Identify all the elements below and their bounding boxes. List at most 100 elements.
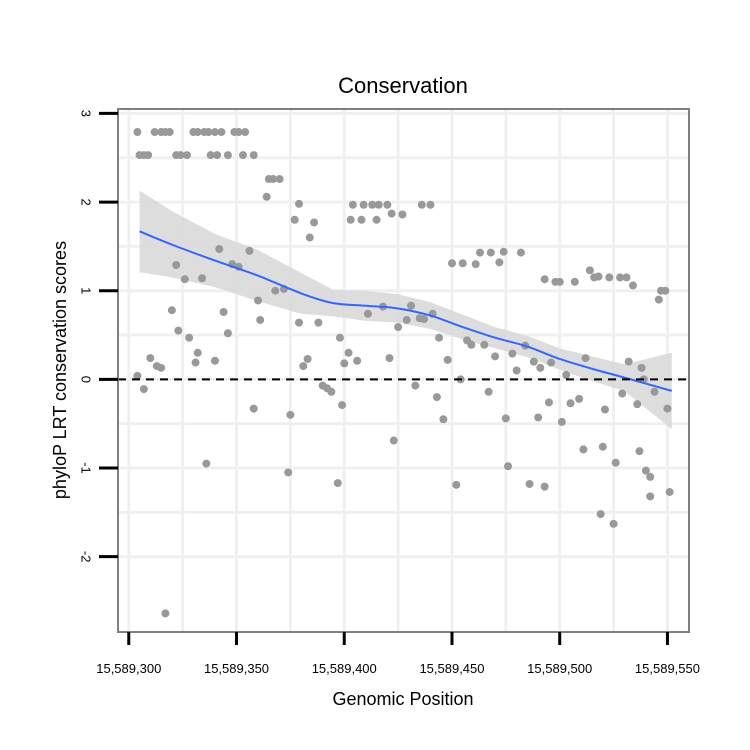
data-point — [385, 354, 394, 363]
data-point — [256, 315, 265, 324]
data-point — [223, 329, 232, 338]
data-point — [618, 389, 627, 398]
data-point — [191, 358, 200, 367]
data-point — [215, 245, 224, 254]
data-point — [271, 286, 280, 295]
data-point — [458, 259, 467, 268]
data-point — [471, 260, 480, 269]
data-point — [525, 479, 534, 488]
data-point — [185, 333, 194, 342]
data-point — [150, 128, 159, 137]
data-point — [600, 405, 609, 414]
data-point — [616, 273, 625, 282]
x-tick-label: 15,589,300 — [96, 661, 161, 676]
data-point — [596, 510, 605, 519]
data-point — [646, 492, 655, 501]
data-point — [637, 363, 646, 372]
data-point — [249, 404, 258, 413]
data-point — [585, 266, 594, 275]
data-point — [447, 259, 456, 268]
data-point — [344, 348, 353, 357]
y-tick-label: -2 — [79, 551, 94, 563]
data-point — [374, 200, 383, 209]
data-point — [484, 387, 493, 396]
data-point — [435, 333, 444, 342]
data-point — [249, 151, 258, 160]
data-point — [146, 354, 155, 363]
y-tick-label: 2 — [79, 198, 94, 205]
data-point — [206, 151, 215, 160]
data-point — [139, 385, 148, 394]
data-point — [269, 175, 278, 184]
y-tick-label: 1 — [79, 287, 94, 294]
data-point — [353, 356, 362, 365]
x-tick-label: 15,589,450 — [419, 661, 484, 676]
data-point — [581, 354, 590, 363]
data-point — [157, 363, 166, 372]
data-point — [534, 413, 543, 422]
x-tick-label: 15,589,500 — [527, 661, 592, 676]
data-point — [133, 128, 142, 137]
data-point — [176, 151, 185, 160]
data-point — [193, 128, 202, 137]
data-point — [210, 356, 219, 365]
data-point — [417, 200, 426, 209]
data-point — [310, 218, 319, 227]
y-tick-label: 3 — [79, 110, 94, 117]
data-point — [540, 482, 549, 491]
data-point — [504, 462, 513, 471]
data-point — [516, 248, 525, 257]
data-point — [419, 315, 428, 324]
data-point — [290, 215, 299, 224]
data-point — [499, 247, 508, 256]
x-axis-label: Genomic Position — [332, 689, 473, 709]
data-point — [402, 315, 411, 324]
data-point — [646, 472, 655, 481]
data-point — [174, 326, 183, 335]
data-point — [598, 442, 607, 451]
data-point — [432, 393, 441, 402]
data-point — [536, 363, 545, 372]
y-tick-label: 0 — [79, 376, 94, 383]
data-point — [452, 480, 461, 489]
plot-panel-border — [117, 108, 690, 633]
data-point — [161, 609, 170, 618]
data-point — [223, 151, 232, 160]
data-point — [555, 277, 564, 286]
data-point — [407, 301, 416, 310]
x-tick-label: 15,589,350 — [204, 661, 269, 676]
data-point — [557, 417, 566, 426]
axis-ticks: 15,589,300 15,589,350 15,589,400 15,589,450… — [79, 110, 700, 676]
data-point — [245, 246, 254, 255]
data-point — [628, 281, 637, 290]
data-point — [284, 468, 293, 477]
data-point — [204, 128, 213, 137]
data-point — [486, 248, 495, 257]
data-point — [566, 399, 575, 408]
data-point — [398, 210, 407, 219]
data-point — [512, 366, 521, 375]
data-point — [508, 349, 517, 358]
data-point — [579, 445, 588, 454]
data-point — [547, 358, 556, 367]
data-points-layer — [133, 128, 674, 618]
data-point — [654, 295, 663, 304]
data-point — [314, 318, 323, 327]
data-point — [641, 466, 650, 475]
data-point — [144, 151, 153, 160]
data-point — [650, 387, 659, 396]
data-point — [562, 370, 571, 379]
data-point — [633, 400, 642, 409]
data-point — [241, 128, 250, 137]
y-tick-label: -1 — [79, 462, 94, 474]
x-tick-label: 15,589,400 — [312, 661, 377, 676]
data-point — [389, 436, 398, 445]
data-point — [368, 200, 377, 209]
data-point — [305, 233, 314, 242]
data-point — [411, 381, 420, 390]
data-point — [480, 340, 489, 349]
data-point — [217, 128, 226, 137]
data-point — [294, 199, 303, 208]
data-point — [202, 459, 211, 468]
